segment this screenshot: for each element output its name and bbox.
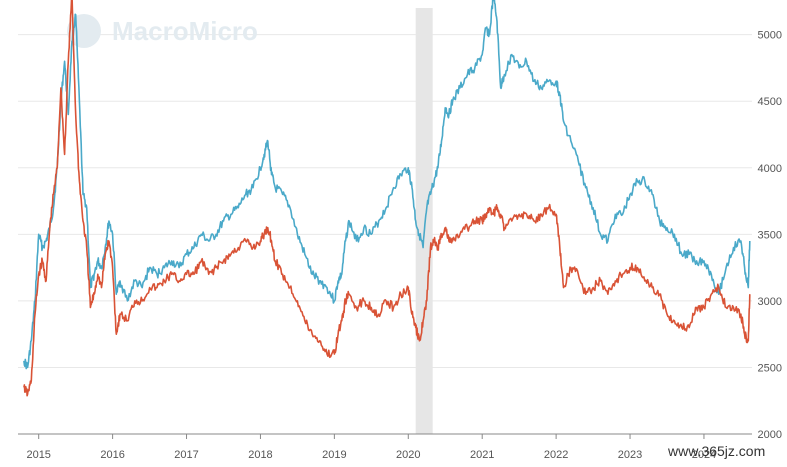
x-tick-label: 2017 bbox=[174, 449, 198, 461]
watermark: MacroMicro bbox=[67, 14, 258, 48]
right-tick-label: 2000 bbox=[758, 429, 782, 441]
series-lines bbox=[23, 0, 751, 397]
x-tick-label: 2024 bbox=[692, 449, 716, 461]
x-tick-label: 2018 bbox=[248, 449, 272, 461]
x-tick-label: 2016 bbox=[100, 449, 124, 461]
series-line-1 bbox=[23, 0, 751, 370]
x-axis-ticks: 2015 2016 2017 2018 2019 2020 2021 2022 2023 2024 bbox=[26, 434, 716, 461]
site-watermark: www.365jz.com bbox=[667, 443, 765, 459]
right-tick-label: 4000 bbox=[758, 163, 782, 175]
shaded-period bbox=[415, 8, 433, 434]
right-tick-label: 2500 bbox=[758, 362, 782, 374]
series-line-2 bbox=[23, 0, 751, 397]
x-tick-label: 2015 bbox=[26, 449, 50, 461]
right-axis-ticks: 2000 2500 3000 3500 4000 4500 5000 bbox=[758, 30, 782, 441]
x-tick-label: 2021 bbox=[470, 449, 494, 461]
right-tick-label: 5000 bbox=[758, 30, 782, 42]
right-tick-label: 3500 bbox=[758, 229, 782, 241]
right-tick-label: 3000 bbox=[758, 296, 782, 308]
x-tick-label: 2020 bbox=[396, 449, 420, 461]
x-tick-label: 2022 bbox=[544, 449, 568, 461]
right-tick-label: 4500 bbox=[758, 96, 782, 108]
x-tick-label: 2023 bbox=[618, 449, 642, 461]
x-tick-label: 2019 bbox=[322, 449, 346, 461]
watermark-brand: MacroMicro bbox=[112, 16, 258, 46]
